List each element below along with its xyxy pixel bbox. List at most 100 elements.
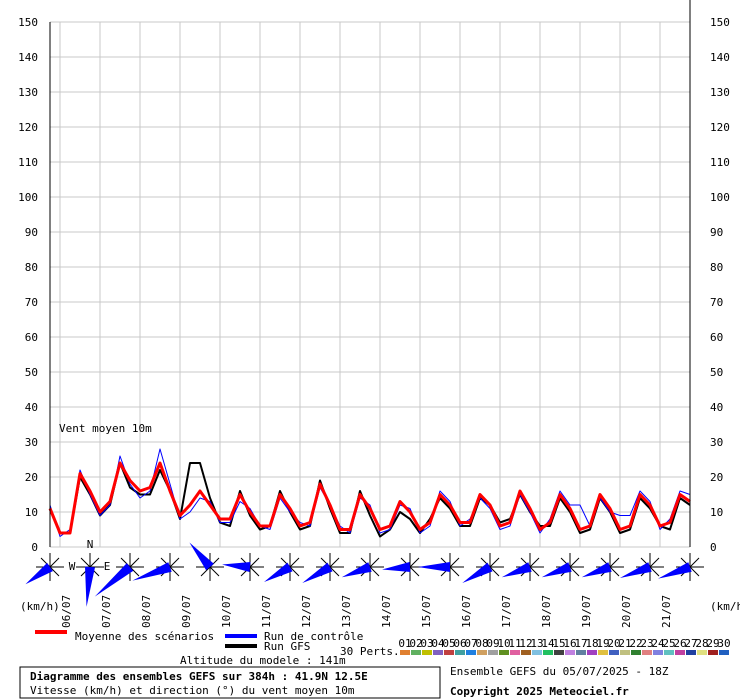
x-tick-label: 16/07	[460, 595, 473, 628]
perturbation-label: 24	[651, 637, 665, 650]
perturbation-label: 08	[475, 637, 488, 650]
perturbation-swatch	[543, 650, 553, 655]
x-tick-label: 19/07	[580, 595, 593, 628]
y-tick-label-right: 50	[710, 366, 723, 379]
x-tick-label: 13/07	[340, 595, 353, 628]
perturbation-label: 15	[552, 637, 565, 650]
wind-arrow	[25, 562, 53, 585]
perturbation-swatch	[554, 650, 564, 655]
perturbation-swatch	[433, 650, 443, 655]
perturbation-swatch	[466, 650, 476, 655]
perturbation-label: 25	[662, 637, 675, 650]
perturbation-label: 11	[508, 637, 521, 650]
wind-arrow	[341, 562, 372, 578]
y-tick-label-right: 60	[710, 331, 723, 344]
perturbation-swatch	[521, 650, 531, 655]
perturbation-swatch	[422, 650, 432, 655]
perturbation-label: 22	[629, 637, 642, 650]
wind-arrow	[619, 562, 652, 578]
wind-arrow	[85, 566, 95, 607]
y-tick-label-right: 10	[710, 506, 723, 519]
x-tick-label: 10/07	[220, 595, 233, 628]
y-tick-label: 90	[25, 226, 38, 239]
perturbation-swatch	[598, 650, 608, 655]
legend-label: Run GFS	[264, 640, 310, 653]
x-tick-label: 09/07	[180, 595, 193, 628]
perturbation-swatch	[565, 650, 575, 655]
perturbation-label: 06	[453, 637, 466, 650]
annotation: Vent moyen 10m	[59, 422, 152, 435]
y-unit-right: (km/h)	[710, 600, 740, 613]
y-tick-label: 150	[18, 16, 38, 29]
y-tick-label: 120	[18, 121, 38, 134]
x-tick-label: 17/07	[500, 595, 513, 628]
compass-label: W	[69, 560, 76, 573]
wind-arrow	[462, 562, 493, 583]
x-tick-label: 14/07	[380, 595, 393, 628]
wind-arrow	[264, 562, 293, 582]
x-tick-label: 20/07	[620, 595, 633, 628]
series-line	[49, 462, 691, 538]
perturbation-swatch	[609, 650, 619, 655]
y-tick-label-right: 100	[710, 191, 730, 204]
wind-arrow	[501, 562, 532, 578]
y-tick-label-right: 0	[710, 541, 717, 554]
perturbation-swatch	[411, 650, 421, 655]
y-tick-label: 50	[25, 366, 38, 379]
perturbation-label: 05	[442, 637, 455, 650]
wind-roses: NW E	[25, 538, 704, 607]
perturbation-swatch	[576, 650, 586, 655]
altitude: Altitude du modele : 141m	[180, 654, 346, 667]
x-tick-label: 06/07	[60, 595, 73, 628]
y-tick-label-right: 40	[710, 401, 723, 414]
perturbation-label: 17	[574, 637, 587, 650]
y-tick-label: 40	[25, 401, 38, 414]
perturbation-swatch	[686, 650, 696, 655]
x-tick-label: 21/07	[660, 595, 673, 628]
y-tick-label-right: 30	[710, 436, 723, 449]
wind-arrow	[222, 562, 251, 572]
y-tick-label-right: 70	[710, 296, 723, 309]
y-tick-label: 140	[18, 51, 38, 64]
y-tick-label-right: 90	[710, 226, 723, 239]
y-tick-label-right: 80	[710, 261, 723, 274]
y-tick-label-right: 150	[710, 16, 730, 29]
y-tick-label: 130	[18, 86, 38, 99]
wind-arrow	[189, 542, 214, 571]
y-unit-left: (km/h)	[20, 600, 60, 613]
perturbation-swatch	[499, 650, 509, 655]
y-tick-label-right: 20	[710, 471, 723, 484]
compass-label: N	[87, 538, 94, 551]
perturbation-swatch	[620, 650, 630, 655]
perturbation-swatch	[532, 650, 542, 655]
perturbation-swatch	[653, 650, 663, 655]
x-tick-label: 12/07	[300, 595, 313, 628]
perturbation-label: 28	[695, 637, 708, 650]
perturbation-swatch	[444, 650, 454, 655]
perturbation-label: 23	[640, 637, 653, 650]
perturbation-label: 27	[684, 637, 697, 650]
perturbation-swatch	[510, 650, 520, 655]
y-tick-label: 20	[25, 471, 38, 484]
perturbation-label: 16	[563, 637, 576, 650]
perturbation-label: 02	[409, 637, 422, 650]
y-tick-label: 30	[25, 436, 38, 449]
copyright: Copyright 2025 Meteociel.fr	[450, 685, 629, 698]
perturbation-swatch	[697, 650, 707, 655]
y-tick-label-right: 140	[710, 51, 730, 64]
x-tick-label: 08/07	[140, 595, 153, 628]
chart-subtitle: Vitesse (km/h) et direction (°) du vent …	[30, 684, 355, 697]
y-tick-label-right: 120	[710, 121, 730, 134]
legend-label: Run de contrôle	[264, 630, 363, 643]
wind-arrow	[581, 562, 612, 578]
compass-label: E	[104, 560, 111, 573]
perturbation-label: 18	[585, 637, 598, 650]
lines	[48, 448, 691, 538]
series-line	[48, 461, 691, 535]
wind-arrow	[94, 563, 134, 597]
y-tick-label: 100	[18, 191, 38, 204]
perturbation-label: 03	[420, 637, 433, 650]
y-tick-label-right: 130	[710, 86, 730, 99]
